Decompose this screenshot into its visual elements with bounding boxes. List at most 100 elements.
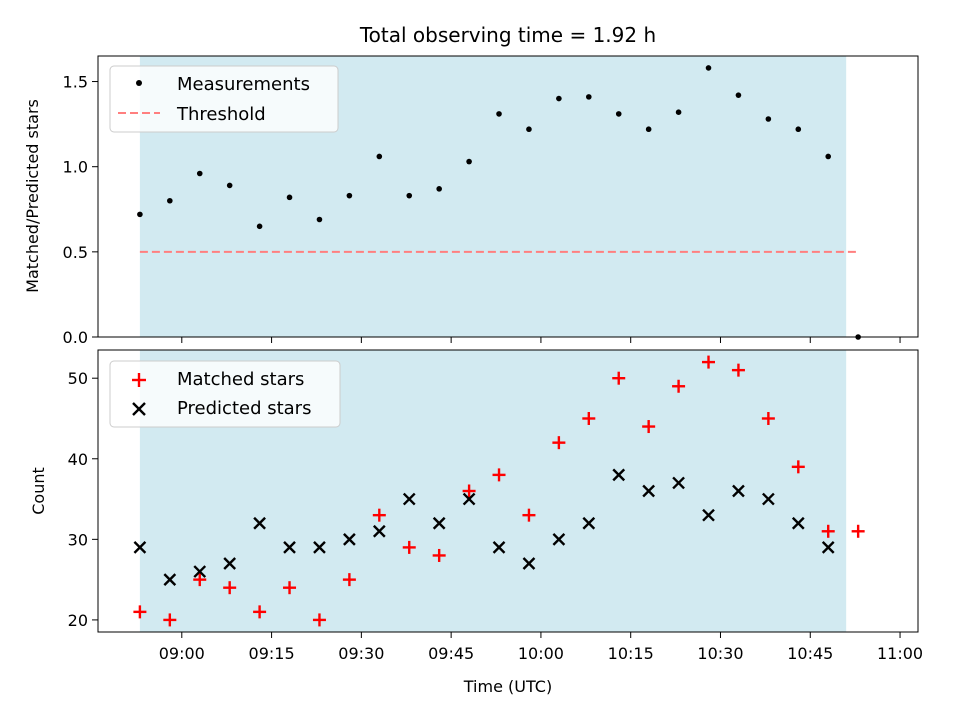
top-y-axis-label: Matched/Predicted stars — [23, 99, 42, 293]
predicted-star-point — [283, 541, 296, 554]
predicted-star-point — [821, 541, 835, 554]
measurement-point — [556, 95, 562, 102]
xtick-label: 09:30 — [338, 644, 384, 663]
bottom-axes-frame — [97, 349, 919, 633]
top-ytick-label: 0.5 — [63, 243, 88, 262]
measurement-point — [825, 153, 832, 160]
predicted-star-point — [193, 565, 207, 578]
predicted-star-point — [642, 484, 656, 498]
matched-star-point — [522, 508, 536, 522]
xtick-label: 09:15 — [249, 644, 295, 663]
predicted-star-point — [791, 516, 805, 530]
matched-star-point — [612, 371, 626, 385]
legend-measurements-marker — [136, 80, 142, 86]
matched-star-point — [253, 605, 267, 619]
legend-measurements-label: Measurements — [177, 74, 310, 95]
matched-star-point — [672, 379, 686, 393]
measurement-point — [286, 194, 293, 201]
matched-star-point — [851, 524, 865, 538]
measurement-point — [376, 153, 383, 160]
bottom-plot-series — [133, 355, 865, 627]
top-ytick-label: 1.5 — [63, 73, 88, 92]
measurement-point — [137, 211, 143, 218]
predicted-star-point — [672, 476, 685, 490]
legend-predicted-marker — [132, 402, 146, 416]
top-ytick-label: 1.0 — [63, 158, 88, 177]
measurement-point — [526, 126, 532, 133]
predicted-star-point — [223, 557, 237, 570]
predicted-star-point — [762, 492, 775, 506]
measurement-point — [256, 223, 263, 230]
matched-star-point — [402, 540, 416, 554]
bottom-panel: 20 30 40 50 09:00 09:15 09:30 09:45 10:00 10:15 1… — [29, 349, 923, 696]
matched-star-point — [312, 613, 326, 627]
measurement-point — [765, 116, 772, 122]
xtick-label: 10:15 — [608, 644, 654, 663]
top-x-ticks — [181, 337, 901, 343]
bottom-x-ticks: 09:00 09:15 09:30 09:45 10:00 10:15 10:30 10:45… — [159, 632, 923, 663]
matched-star-point — [283, 581, 297, 595]
top-y-ticks: 0.0 0.5 1.0 1.5 — [63, 73, 98, 347]
top-ytick-label: 0.0 — [63, 328, 88, 347]
bottom-ytick-label: 40 — [68, 450, 88, 469]
matched-star-point — [462, 484, 476, 498]
top-legend-box — [109, 65, 339, 133]
measurement-point — [586, 94, 592, 100]
predicted-star-point — [432, 516, 446, 530]
top-plot-series — [137, 65, 861, 340]
matched-star-point — [761, 411, 775, 425]
predicted-star-point — [313, 541, 326, 554]
xtick-label: 10:30 — [697, 644, 743, 663]
predicted-star-point — [372, 524, 386, 538]
matched-star-point — [642, 420, 656, 434]
measurement-point — [496, 111, 502, 117]
measurement-point — [615, 111, 622, 117]
matched-star-point — [582, 411, 596, 425]
measurement-point — [795, 126, 802, 133]
matched-star-point — [552, 436, 566, 450]
measurement-point — [705, 65, 712, 71]
predicted-star-point — [702, 508, 715, 522]
predicted-star-point — [133, 541, 147, 554]
measurement-point — [316, 216, 323, 223]
matched-star-point — [492, 468, 506, 482]
matched-star-point — [702, 355, 716, 369]
predicted-star-point — [343, 532, 356, 546]
measurement-point — [645, 126, 652, 133]
measurement-point — [346, 192, 353, 199]
bottom-ytick-label: 50 — [68, 369, 88, 388]
bottom-ytick-label: 20 — [68, 611, 88, 630]
predicted-star-point — [163, 573, 177, 586]
x-axis-label: Time (UTC) — [463, 677, 552, 696]
bottom-legend-box — [109, 360, 341, 428]
bottom-legend: Matched stars Predicted stars — [109, 360, 341, 428]
legend-matched-label: Matched stars — [177, 369, 304, 390]
measurement-point — [226, 182, 233, 189]
matched-star-point — [432, 548, 446, 562]
xtick-label: 09:45 — [428, 644, 474, 663]
predicted-star-point — [582, 516, 596, 530]
predicted-star-point — [732, 484, 745, 498]
predicted-star-point — [402, 492, 416, 506]
matched-star-point — [342, 573, 356, 587]
matched-star-point — [821, 524, 835, 538]
measurement-point — [196, 170, 203, 177]
measurement-point — [406, 192, 413, 199]
legend-predicted-label: Predicted stars — [177, 398, 311, 419]
measurement-point — [167, 197, 173, 204]
xtick-label: 10:45 — [787, 644, 833, 663]
top-legend: Measurements Threshold — [109, 65, 339, 133]
chart-title: Total observing time = 1.92 h — [359, 23, 656, 47]
xtick-label: 11:00 — [877, 644, 923, 663]
predicted-star-point — [612, 468, 626, 482]
bottom-y-axis-label: Count — [29, 467, 48, 515]
matched-star-point — [372, 508, 386, 522]
legend-matched-marker — [132, 373, 146, 387]
predicted-star-point — [253, 516, 266, 530]
matched-star-point — [731, 363, 745, 377]
matched-star-point — [133, 605, 147, 619]
bottom-ytick-label: 30 — [68, 530, 88, 549]
measurement-point — [675, 109, 682, 115]
top-axes-frame — [97, 55, 919, 338]
